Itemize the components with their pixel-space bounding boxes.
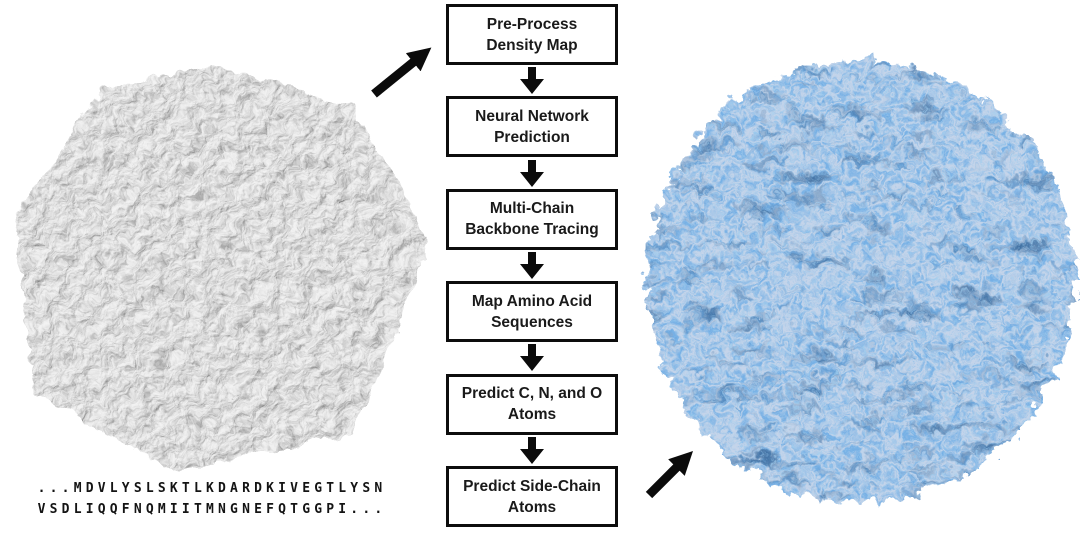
flow-connector — [446, 157, 618, 188]
sequence-line-2: VSDLIQQFNQMIITMNGNEFQTGGPI... — [37, 502, 387, 517]
flow-step-label: Map Amino Acid — [471, 292, 593, 310]
flow-step-label: Neural Network — [475, 107, 589, 125]
flow-step-label: Backbone Tracing — [465, 221, 599, 239]
arrow-down-icon — [520, 436, 544, 464]
flow-step-label: Atoms — [507, 406, 557, 424]
arrow-up-right-icon — [371, 47, 432, 98]
sequence-line-1: ...MDVLYSLSKTLKDARDKIVEGTLYSN — [37, 481, 387, 496]
flow-step-map-sequences: Map Amino Acid Sequences — [446, 281, 618, 343]
flow-step-backbone-tracing: Multi-Chain Backbone Tracing — [446, 188, 618, 250]
flow-step-label: Predict Side-Chain — [463, 477, 601, 495]
flow-step-label: Predict C, N, and O — [461, 385, 603, 403]
flow-connector — [446, 65, 618, 96]
flow-step-predict-sidechain-atoms: Predict Side-Chain Atoms — [446, 466, 618, 528]
flow-step-predict-cno-atoms: Predict C, N, and O Atoms — [446, 373, 618, 435]
flow-connector — [446, 435, 618, 466]
flow-step-neural-network: Neural Network Prediction — [446, 96, 618, 158]
flow-step-label: Prediction — [494, 128, 570, 146]
flow-step-label: Sequences — [491, 313, 573, 331]
flow-connector — [446, 342, 618, 373]
arrow-down-icon — [520, 344, 544, 372]
flow-step-label: Multi-Chain — [489, 200, 575, 218]
flowchart: Pre-Process Density Map Neural Network P… — [446, 4, 618, 528]
arrow-down-icon — [520, 252, 544, 280]
flow-connector — [446, 250, 618, 281]
predicted-atomic-model — [643, 55, 1071, 499]
arrow-down-icon — [520, 67, 544, 95]
flow-step-label: Atoms — [507, 498, 557, 516]
cryo-em-density-map — [12, 62, 427, 468]
flow-step-label: Pre-Process — [486, 15, 578, 33]
arrow-up-right-icon — [645, 450, 694, 499]
amino-acid-sequence: ...MDVLYSLSKTLKDARDKIVEGTLYSN VSDLIQQFNQ… — [16, 478, 408, 520]
flow-step-label: Density Map — [486, 36, 578, 54]
flow-step-pre-process: Pre-Process Density Map — [446, 4, 618, 65]
arrow-down-icon — [520, 159, 544, 187]
